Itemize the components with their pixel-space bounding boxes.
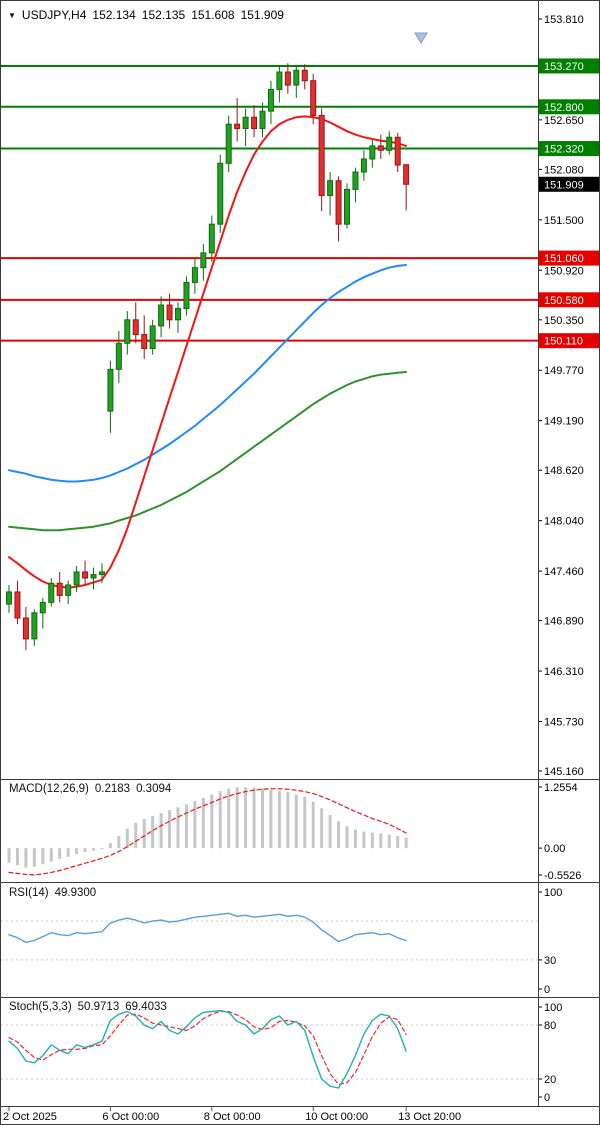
svg-text:150.920: 150.920 xyxy=(544,265,584,277)
moving-averages xyxy=(8,115,408,589)
svg-text:20: 20 xyxy=(544,1074,556,1086)
stoch-k-value: 50.9713 xyxy=(77,1001,120,1013)
stoch-name: Stoch(5,3,3) xyxy=(9,1001,72,1013)
svg-text:-0.5526: -0.5526 xyxy=(544,870,581,882)
svg-text:80: 80 xyxy=(544,1020,556,1032)
svg-text:1.2554: 1.2554 xyxy=(544,782,578,794)
svg-text:2 Oct 2025: 2 Oct 2025 xyxy=(3,1111,57,1123)
svg-text:0: 0 xyxy=(544,984,550,996)
svg-text:10 Oct 00:00: 10 Oct 00:00 xyxy=(305,1111,368,1123)
macd-label: MACD(12,26,9) 0.2183 0.3094 xyxy=(9,783,171,795)
ohlc-low: 151.608 xyxy=(191,8,235,22)
svg-text:151.060: 151.060 xyxy=(544,253,584,265)
svg-text:145.160: 145.160 xyxy=(544,766,584,778)
svg-text:0.00: 0.00 xyxy=(544,843,565,855)
stochastic-panel: 100 80 20 0 xyxy=(1,1002,562,1104)
svg-text:30: 30 xyxy=(544,955,556,967)
svg-text:150.350: 150.350 xyxy=(544,315,584,327)
price-scale: 153.810 152.650 152.080 151.500 150.920 150.3… xyxy=(539,14,599,778)
svg-text:0: 0 xyxy=(544,1092,550,1104)
svg-text:151.909: 151.909 xyxy=(544,179,584,191)
svg-text:13 Oct 20:00: 13 Oct 20:00 xyxy=(398,1111,461,1123)
rsi-panel: 100 30 0 xyxy=(1,887,562,996)
svg-text:146.310: 146.310 xyxy=(544,666,584,678)
rsi-name: RSI(14) xyxy=(9,887,49,899)
ohlc-close: 151.909 xyxy=(240,8,284,22)
svg-text:150.580: 150.580 xyxy=(544,295,584,307)
svg-text:151.500: 151.500 xyxy=(544,215,584,227)
stoch-d-value: 69.4033 xyxy=(125,1001,167,1013)
svg-text:153.270: 153.270 xyxy=(544,61,584,73)
svg-text:147.460: 147.460 xyxy=(544,566,584,578)
svg-text:148.040: 148.040 xyxy=(544,516,584,528)
ohlc-open: 152.134 xyxy=(92,8,136,22)
svg-text:100: 100 xyxy=(544,1002,562,1014)
svg-text:152.080: 152.080 xyxy=(544,164,584,176)
svg-text:146.890: 146.890 xyxy=(544,616,584,628)
svg-text:152.320: 152.320 xyxy=(544,144,584,156)
time-axis: 2 Oct 2025 6 Oct 00:00 8 Oct 00:00 10 Oct 0… xyxy=(3,1107,461,1123)
stoch-label: Stoch(5,3,3) 50.9713 69.4033 xyxy=(9,1001,167,1013)
rsi-value: 49.9300 xyxy=(54,887,97,899)
svg-text:149.770: 149.770 xyxy=(544,365,584,377)
candlesticks xyxy=(6,63,410,651)
chart-header: ▼ USDJPY,H4 152.134 152.135 151.608 151.… xyxy=(8,8,284,22)
macd-panel: 1.2554 0.00 -0.5526 xyxy=(7,782,581,882)
svg-text:100: 100 xyxy=(544,887,562,899)
symbol-dropdown-icon[interactable]: ▼ xyxy=(8,10,16,20)
ohlc-high: 152.135 xyxy=(141,8,186,22)
macd-main-value: 0.2183 xyxy=(94,783,131,795)
svg-text:8 Oct 00:00: 8 Oct 00:00 xyxy=(204,1111,261,1123)
svg-text:145.730: 145.730 xyxy=(544,716,584,728)
svg-text:152.650: 152.650 xyxy=(544,115,584,127)
macd-name: MACD(12,26,9) xyxy=(9,783,89,795)
svg-text:153.810: 153.810 xyxy=(544,14,584,26)
symbol-timeframe-label: USDJPY,H4 xyxy=(21,8,87,22)
svg-text:152.800: 152.800 xyxy=(544,102,584,114)
chart-shift-marker xyxy=(414,32,428,44)
svg-text:148.620: 148.620 xyxy=(544,465,584,477)
rsi-label: RSI(14) 49.9300 xyxy=(9,887,96,899)
svg-text:149.190: 149.190 xyxy=(544,416,584,428)
svg-text:150.110: 150.110 xyxy=(544,336,583,348)
horizontal-level-lines xyxy=(1,64,538,342)
svg-text:6 Oct 00:00: 6 Oct 00:00 xyxy=(102,1111,159,1123)
macd-signal-value: 0.3094 xyxy=(136,783,172,795)
